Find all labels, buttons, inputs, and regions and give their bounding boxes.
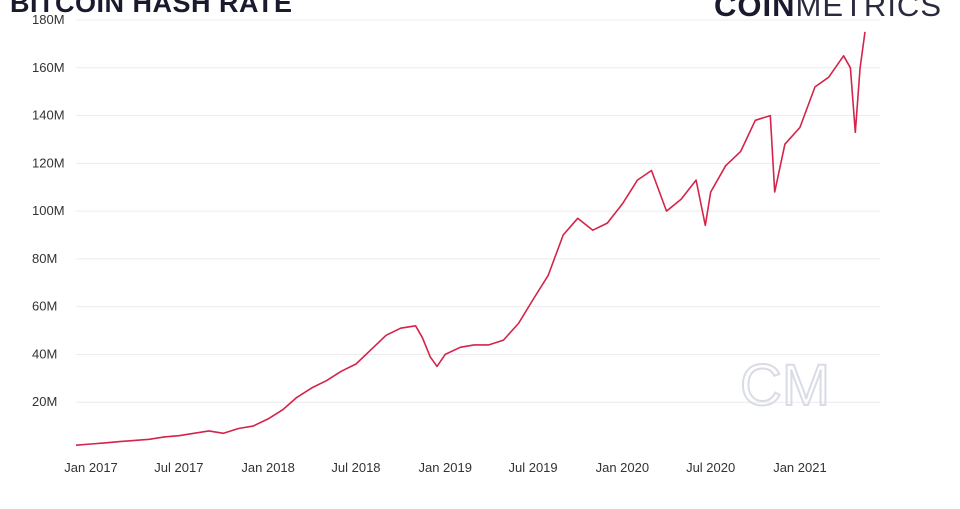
y-tick-label: 100M [32, 203, 65, 218]
y-tick-label: 160M [32, 60, 65, 75]
y-axis: 20M 40M 60M 80M 100M 120M 140M 160M 180M [32, 12, 65, 409]
x-tick-label: Jan 2019 [418, 460, 472, 475]
coinmetrics-logo: COINMETRICS [714, 0, 942, 24]
y-tick-label: 20M [32, 394, 57, 409]
y-tick-label: 140M [32, 108, 65, 123]
x-tick-label: Jul 2019 [508, 460, 557, 475]
series-group [75, 31, 866, 446]
hash-rate-line [75, 31, 866, 446]
x-tick-label: Jan 2020 [596, 460, 650, 475]
logo-text-metrics: METRICS [795, 0, 942, 23]
watermark-logo: CM [740, 353, 830, 418]
y-tick-label: 40M [32, 346, 57, 361]
y-tick-label: 180M [32, 12, 65, 27]
x-tick-label: Jan 2018 [241, 460, 295, 475]
x-tick-label: Jan 2021 [773, 460, 827, 475]
y-tick-label: 120M [32, 155, 65, 170]
x-axis: Jan 2017 Jul 2017 Jan 2018 Jul 2018 Jan 2019… [64, 460, 826, 475]
chart-title: BITCOIN HASH RATE [10, 0, 293, 18]
y-tick-label: 60M [32, 299, 57, 314]
x-tick-label: Jan 2017 [64, 460, 118, 475]
x-tick-label: Jul 2018 [331, 460, 380, 475]
grid-lines [76, 19, 880, 403]
y-tick-label: 80M [32, 251, 57, 266]
x-tick-label: Jul 2020 [686, 460, 735, 475]
x-tick-label: Jul 2017 [154, 460, 203, 475]
logo-text-coin: COIN [714, 0, 796, 23]
